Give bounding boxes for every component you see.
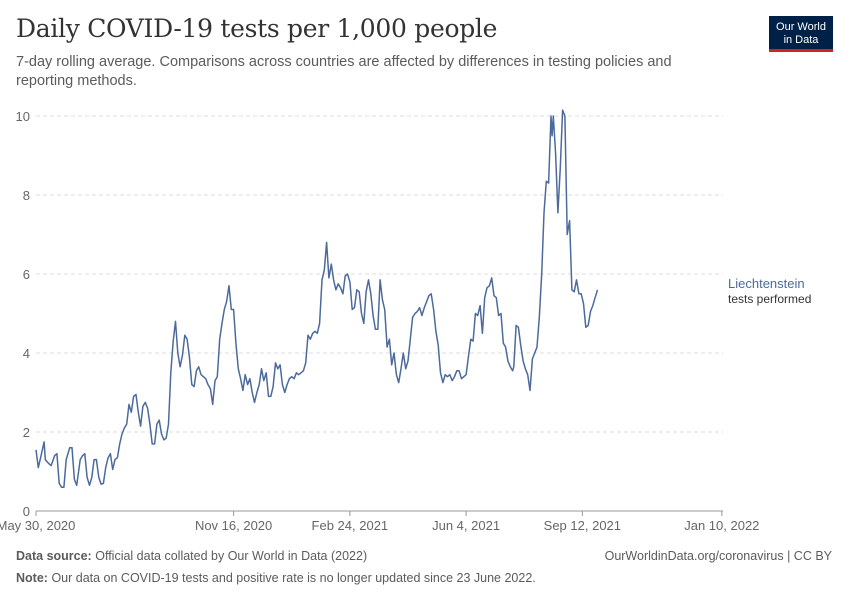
axes: 0 2 4 6 8 10 May 30, 2020 Nov 16, 2020 Feb 24, 2… (0, 109, 759, 533)
logo-line-2: in Data (783, 34, 819, 46)
grid-lines (36, 115, 723, 433)
logo-line-1: Our World (776, 21, 826, 33)
data-source: Data source: Official data collated by O… (16, 549, 367, 563)
x-tick-label: May 30, 2020 (0, 518, 75, 533)
x-tick-label: Nov 16, 2020 (195, 518, 272, 533)
y-tick-label: 8 (23, 188, 30, 203)
note-label: Note: (16, 571, 48, 585)
chart-note: Note: Our data on COVID-19 tests and pos… (16, 571, 536, 585)
y-tick-label: 0 (23, 504, 30, 519)
x-tick-label: Jan 10, 2022 (684, 518, 759, 533)
note-text: Our data on COVID-19 tests and positive … (51, 571, 536, 585)
owid-logo[interactable]: Our World in Data (769, 16, 833, 52)
x-tick-label: Sep 12, 2021 (544, 518, 621, 533)
chart-subtitle: 7-day rolling average. Comparisons acros… (16, 54, 672, 89)
y-tick-label: 6 (23, 267, 30, 282)
series-line-liechtenstein (35, 109, 599, 489)
series-label: Liechtenstein (728, 276, 805, 291)
series (35, 109, 599, 489)
line-chart: 0 2 4 6 8 10 May 30, 2020 Nov 16, 2020 Feb 24, 2… (0, 109, 811, 533)
x-tick-label: Jun 4, 2021 (432, 518, 500, 533)
source-label: Data source: (16, 549, 92, 563)
chart-title: Daily COVID-19 tests per 1,000 people (16, 14, 498, 43)
source-link[interactable]: OurWorldinData.org/coronavirus | CC BY (604, 549, 832, 563)
x-tick-label: Feb 24, 2021 (312, 518, 389, 533)
series-sublabel: tests performed (728, 292, 811, 306)
y-tick-label: 4 (23, 346, 30, 361)
y-tick-label: 2 (23, 425, 30, 440)
source-text: Official data collated by Our World in D… (95, 549, 368, 563)
y-tick-label: 10 (16, 109, 30, 124)
